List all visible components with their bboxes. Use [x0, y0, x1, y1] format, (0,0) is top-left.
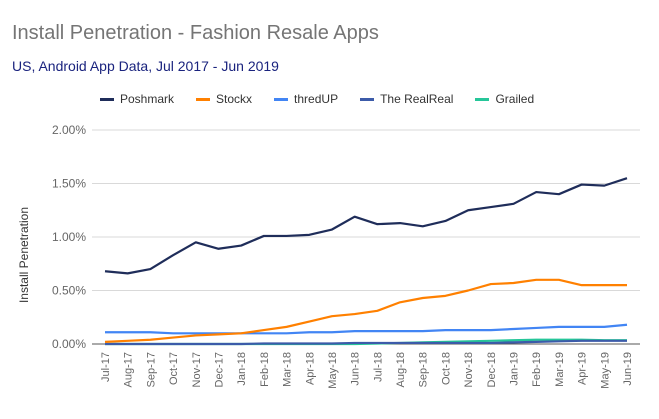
x-tick-label: Jan-18 [236, 352, 248, 386]
legend-label: Poshmark [120, 92, 175, 106]
x-tick-label: Jul-18 [372, 352, 384, 382]
y-tick-label: 0.00% [52, 337, 86, 351]
x-tick-label: Sep-18 [418, 352, 430, 387]
x-tick-label: Jun-18 [350, 352, 362, 386]
series-line-poshmark [104, 177, 628, 275]
x-tick-label: Mar-19 [554, 352, 566, 387]
chart-title: Install Penetration - Fashion Resale App… [12, 22, 379, 44]
y-tick-label: 1.50% [52, 177, 86, 191]
legend-label: Grailed [495, 92, 535, 106]
x-tick-label: Dec-18 [486, 352, 498, 387]
legend-swatch [196, 97, 211, 101]
x-tick-label: Apr-19 [577, 352, 589, 385]
legend-swatch [274, 97, 289, 101]
legend-label: Stockx [216, 92, 253, 106]
x-tick-label: Mar-18 [282, 352, 294, 387]
x-tick-label: Apr-18 [304, 352, 316, 385]
legend-label: thredUP [294, 92, 339, 106]
chart-subtitle: US, Android App Data, Jul 2017 - Jun 201… [12, 58, 279, 74]
series-line-stockx [104, 278, 627, 343]
x-tick-label: Jul-17 [100, 352, 112, 382]
x-tick-label: May-19 [599, 352, 611, 389]
legend-swatch [100, 97, 114, 101]
x-tick-label: Nov-17 [191, 352, 203, 387]
y-tick-label: 1.00% [52, 230, 86, 244]
x-tick-label: Nov-18 [463, 352, 475, 387]
x-tick-label: Sep-17 [145, 352, 157, 387]
x-tick-label: Oct-17 [168, 352, 180, 385]
legend-item: thredUP [274, 92, 338, 106]
y-axis-label: Install Penetration [17, 207, 31, 303]
series-line-thredup [105, 323, 628, 335]
legend-item: The RealReal [360, 92, 453, 106]
x-tick-label: Aug-17 [123, 352, 135, 387]
x-tick-label: Jan-19 [509, 352, 521, 386]
legend: Poshmark Stockx thredUP The RealReal Grailed [100, 92, 534, 106]
x-tick-label: Dec-17 [213, 352, 225, 387]
y-tick-label: 0.50% [52, 284, 86, 298]
y-tick-label: 2.00% [52, 123, 86, 137]
legend-swatch [475, 97, 490, 101]
x-tick-label: Feb-19 [531, 352, 543, 387]
x-tick-label: Feb-18 [259, 352, 271, 387]
legend-swatch [360, 97, 375, 101]
x-tick-label: May-18 [327, 352, 339, 389]
x-tick-label: Oct-18 [440, 352, 452, 385]
x-tick-label: Jun-19 [622, 352, 634, 386]
series-line-the-realreal [105, 339, 627, 346]
legend-label: The RealReal [380, 92, 454, 106]
legend-item: Stockx [196, 92, 252, 106]
legend-item: Grailed [475, 92, 534, 106]
x-tick-label: Aug-18 [395, 352, 407, 387]
legend-item: Poshmark [100, 92, 174, 106]
